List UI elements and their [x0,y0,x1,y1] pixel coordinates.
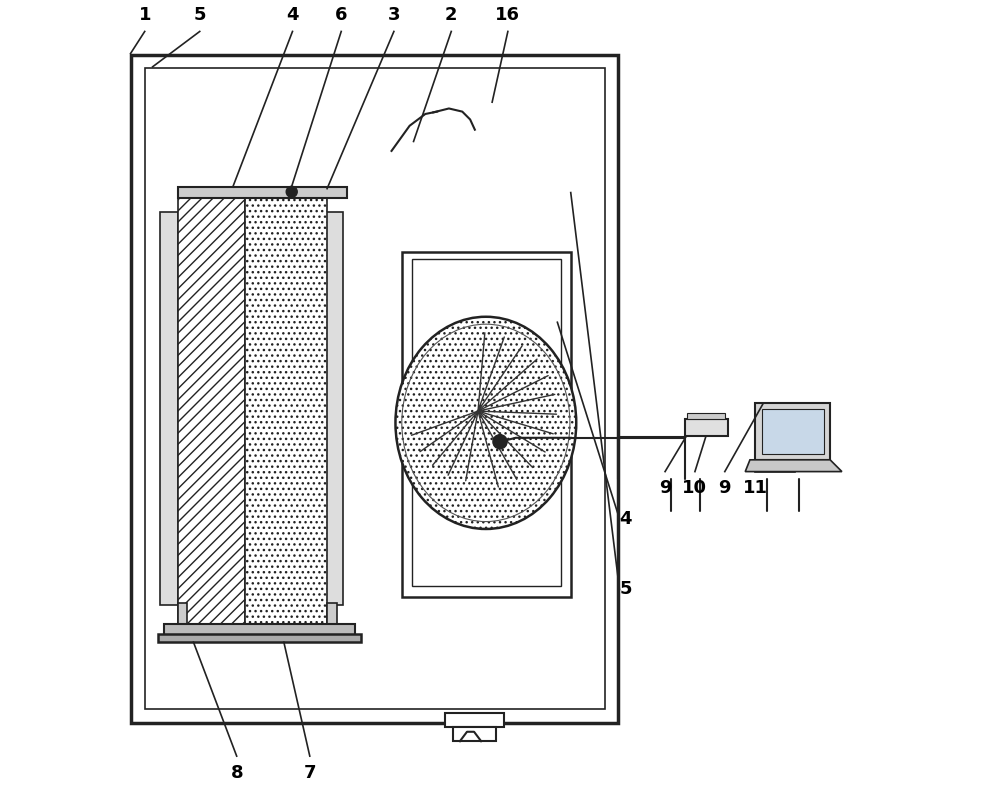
Bar [164,624,355,635]
Bar [762,409,824,454]
Bar [245,196,327,641]
Text: 11: 11 [743,479,768,498]
Text: 9: 9 [719,479,731,498]
Text: 1: 1 [138,6,151,24]
Text: 5: 5 [193,6,206,24]
Bar [327,603,337,625]
Bar [685,419,728,436]
Bar [145,68,605,709]
Bar [412,259,561,586]
Bar [158,634,361,642]
Polygon shape [745,460,842,472]
Text: 2: 2 [445,6,458,24]
Text: 10: 10 [682,479,707,498]
Ellipse shape [395,317,576,529]
Text: 4: 4 [619,510,632,527]
Bar [178,603,187,625]
Bar [402,252,571,597]
Bar [445,713,504,727]
Text: 9: 9 [659,479,671,498]
Bar [687,413,725,419]
Bar [131,55,618,723]
Text: 8: 8 [230,764,243,782]
Bar [326,212,343,605]
Bar [453,727,496,741]
Text: 16: 16 [495,6,520,24]
Bar [178,196,245,641]
Text: 4: 4 [286,6,299,24]
Bar [178,187,347,198]
Circle shape [286,186,297,197]
Circle shape [493,435,507,449]
Text: 6: 6 [335,6,347,24]
Text: 3: 3 [388,6,400,24]
Bar [160,212,178,605]
Text: 5: 5 [619,581,632,598]
Text: 7: 7 [304,764,316,782]
Bar [755,403,830,460]
